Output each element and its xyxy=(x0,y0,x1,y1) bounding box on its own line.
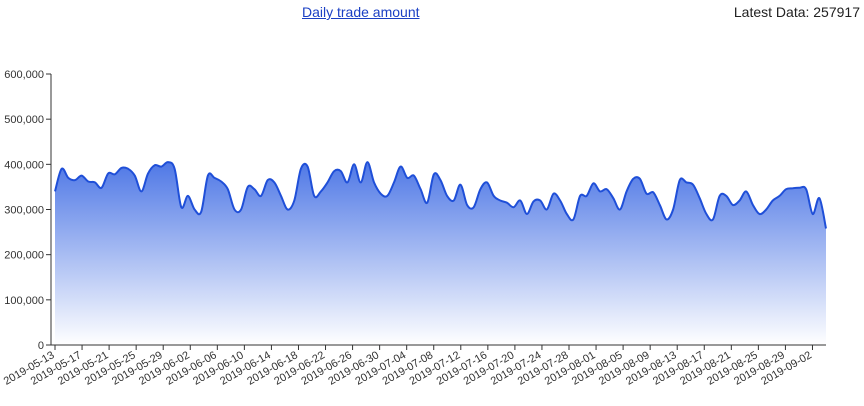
y-tick-label: 0 xyxy=(38,340,44,352)
y-tick-label: 100,000 xyxy=(4,295,44,307)
series-line xyxy=(54,161,827,229)
latest-data-label: Latest Data: 257917 xyxy=(733,4,860,20)
y-tick-label: 600,000 xyxy=(4,69,44,81)
series-area xyxy=(55,162,826,345)
y-tick-label: 500,000 xyxy=(4,114,44,126)
y-tick-label: 300,000 xyxy=(4,205,44,217)
y-tick-label: 400,000 xyxy=(4,159,44,171)
chart-title-link[interactable]: Daily trade amount xyxy=(302,4,420,20)
y-tick-label: 200,000 xyxy=(4,250,44,262)
